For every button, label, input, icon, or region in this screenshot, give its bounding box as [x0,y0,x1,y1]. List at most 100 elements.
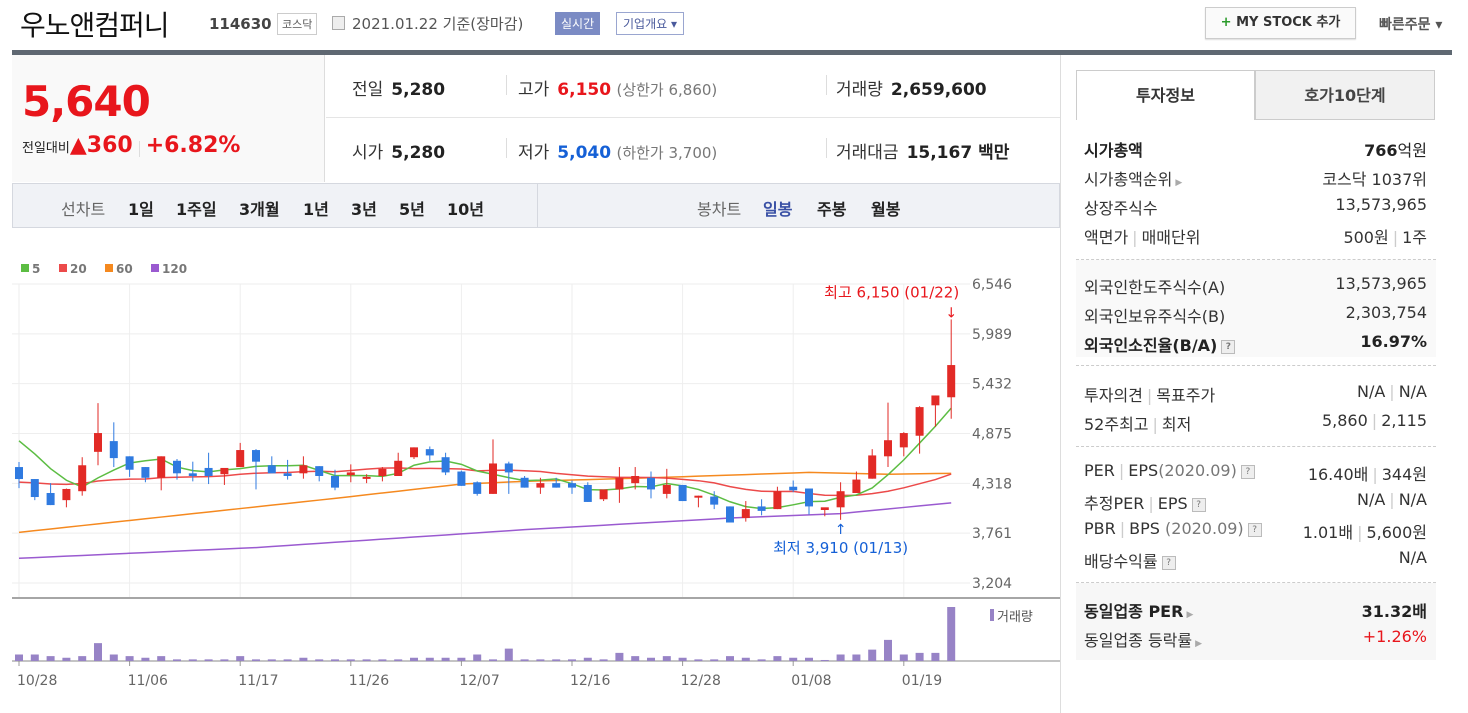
est-per: N/A [1356,490,1386,509]
candle-body [599,489,608,500]
volume-bar [15,654,23,661]
volume-bar [726,656,734,661]
candle-body [46,492,55,506]
tab-1w[interactable]: 1주일 [176,200,217,219]
foreign-ratio-label: 외국인소진율(B/A) [1084,336,1218,355]
current-price: 5,640 [22,77,151,126]
mcap-rank-link[interactable]: 시가총액순위 ▶ [1084,166,1182,190]
opinion: N/A [1356,382,1386,401]
w52-high-label: 52주최고 [1084,415,1149,434]
volume-bar [30,654,39,661]
candle-body [252,450,260,462]
market-badge: 코스닥 [277,13,318,35]
volume-bar [378,659,387,661]
volume-bar [536,659,545,661]
w52-low-label: 최저 [1161,415,1192,434]
y-tick-label: 5,432 [972,377,1012,393]
company-overview-dropdown[interactable]: 기업개요 ▾ [616,12,684,35]
foreign-hold: 2,303,754 [1345,303,1427,322]
volume-bar [410,657,418,661]
calendar-icon [332,16,345,30]
help-icon[interactable]: ? [1240,464,1255,479]
volume-bar [520,659,529,661]
change-percent: +6.82% [145,133,241,158]
opinion-label: 투자의견 [1084,386,1143,405]
quick-order-dropdown[interactable]: 빠른주문 ▾ [1379,17,1443,33]
candle-body [283,473,292,476]
candle-body [647,477,655,490]
volume-bar [694,659,703,661]
tab-1y[interactable]: 1년 [303,200,329,219]
volume-bar [884,639,892,661]
volume-bar [457,657,466,661]
foreign-limit-label: 외국인한도주식수(A) [1084,278,1226,297]
volume-legend-label: 거래량 [997,610,1033,625]
base-date: 2021.01.22 기준(장마감) [352,15,524,33]
industry-per-link[interactable]: 동일업종 PER ▶ [1084,598,1193,622]
panel-divider [1060,55,1061,713]
volume-bar [362,659,371,661]
candle-body [441,457,450,473]
est-eps-label: EPS [1157,494,1188,513]
tab-3y[interactable]: 3년 [351,200,377,219]
volume-bar [46,656,55,661]
x-tick-label: 12/16 [570,673,610,689]
foreign-hold-label: 외국인보유주식수(B) [1084,307,1226,326]
legend-label: 20 [70,262,87,276]
help-icon[interactable]: ? [1221,339,1236,354]
pbr-label: PBR [1084,519,1116,538]
industry-per-label: 동일업종 PER [1084,602,1184,621]
volume-bar [678,657,687,661]
volume-bar [805,657,813,661]
industry-change-link[interactable]: 동일업종 등락률 ▶ [1084,627,1202,651]
volume-bar [504,648,513,661]
stock-chart[interactable]: 5 20 60 120 6,546 5,989 5,432 4,875 4,318 3,761 3,… [0,0,1060,713]
x-tick-label: 01/08 [791,673,831,689]
upper-limit: (상한가 6,860) [616,81,718,99]
candle-body [662,484,671,494]
volume-bar [315,659,324,661]
volume-bar [425,657,434,661]
volume-bar [662,656,671,661]
tab-orderbook-10[interactable]: 호가10단계 [1255,70,1435,120]
legend-swatch [59,264,67,272]
tab-5y[interactable]: 5년 [399,200,425,219]
par-label: 액면가 [1084,228,1129,247]
candle-body [204,467,213,476]
candle-body [931,395,940,406]
volume-bar [568,659,576,661]
legend-label: 5 [32,262,40,276]
tab-weekly[interactable]: 주봉 [817,200,847,219]
candle-body [15,467,23,480]
eps: 344원 [1381,465,1427,484]
est-eps: N/A [1398,490,1427,509]
tab-3m[interactable]: 3개월 [239,200,280,219]
help-icon[interactable]: ? [1191,497,1206,512]
tab-monthly[interactable]: 월봉 [871,200,901,219]
help-icon[interactable]: ? [1161,555,1176,570]
volume-bar [615,652,624,661]
volume-bar [947,607,956,661]
volume-bar [125,656,134,661]
candle-body [615,477,624,490]
candle-body [331,475,339,488]
tab-daily[interactable]: 일봉 [763,200,793,219]
candle-body [504,463,513,473]
candle-body [757,506,766,511]
y-tick-label: 3,204 [972,576,1012,592]
volume-bar [789,657,798,661]
volume-bar [62,657,71,661]
realtime-button[interactable]: 실시간 [555,12,601,35]
help-icon[interactable]: ? [1247,522,1262,537]
bps-label: BPS [1129,519,1160,538]
low-price: 5,040 [557,143,612,163]
tab-1d[interactable]: 1일 [128,200,154,219]
tab-investment-info[interactable]: 투자정보 [1076,70,1255,120]
candle-body [78,465,87,492]
x-tick-label: 11/26 [349,673,389,689]
tab-10y[interactable]: 10년 [447,200,484,219]
candle-body [631,475,640,484]
add-my-stock-button[interactable]: + MY STOCK 추가 [1205,7,1356,39]
lower-limit: (하한가 3,700) [616,144,718,162]
company-name: 우노앤컴퍼니 [20,9,170,42]
